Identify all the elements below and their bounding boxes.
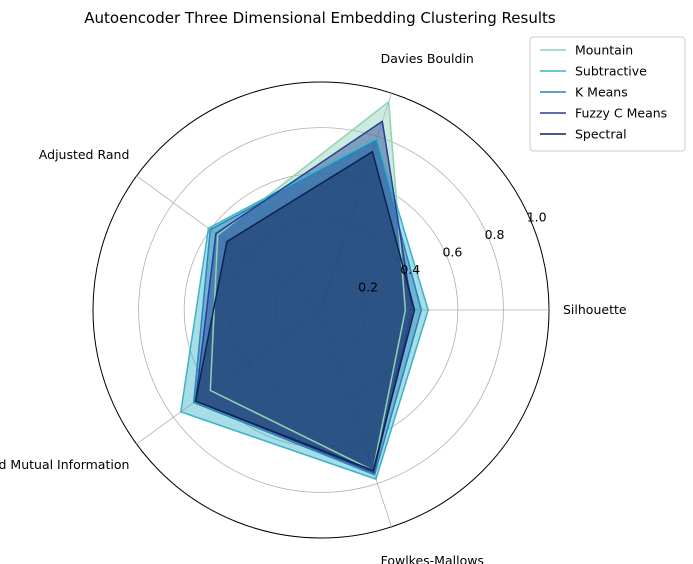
grid	[92, 81, 550, 539]
series-area-3	[195, 121, 413, 473]
axis-label-0: Silhouette	[563, 302, 627, 317]
legend-label-0: Mountain	[575, 43, 633, 58]
spoke-3	[136, 309, 322, 445]
legend-label-3: Fuzzy C Means	[575, 106, 667, 121]
tick-label-0: 0.2	[358, 280, 378, 295]
series-line-1	[179, 137, 429, 481]
series-area-4	[195, 151, 415, 471]
spoke-1	[320, 93, 392, 311]
series-line-4	[194, 150, 416, 472]
axis-label-4: Fowlkes-Mallows	[381, 553, 484, 564]
spoke-2	[136, 175, 322, 311]
axis-label-3: Normalized Mutual Information	[0, 457, 129, 472]
chart-title: Autoencoder Three Dimensional Embedding …	[84, 9, 556, 27]
series-area-2	[193, 140, 422, 475]
tick-label-3: 0.8	[485, 227, 505, 242]
axis-label-2: Adjusted Rand	[39, 147, 130, 162]
axis-labels: Silhouette Davies Bouldin Adjusted Rand Nor…	[0, 51, 627, 564]
legend-label-2: K Means	[575, 85, 628, 100]
series-area-0	[210, 101, 406, 471]
tick-label-4: 1.0	[527, 210, 547, 225]
series-area-1	[180, 138, 429, 480]
series-line-2	[192, 139, 423, 476]
legend-frame	[529, 36, 686, 152]
legend: Mountain Subtractive K Means Fuzzy C Means S…	[529, 36, 686, 152]
legend-label-1: Subtractive	[575, 64, 647, 79]
spoke-4	[320, 309, 392, 527]
series-layer	[179, 100, 429, 481]
axis-label-1: Davies Bouldin	[381, 51, 474, 66]
series-line-0	[209, 100, 407, 472]
tick-label-2: 0.6	[442, 245, 462, 260]
tick-label-1: 0.4	[400, 262, 420, 277]
legend-label-4: Spectral	[575, 127, 627, 142]
